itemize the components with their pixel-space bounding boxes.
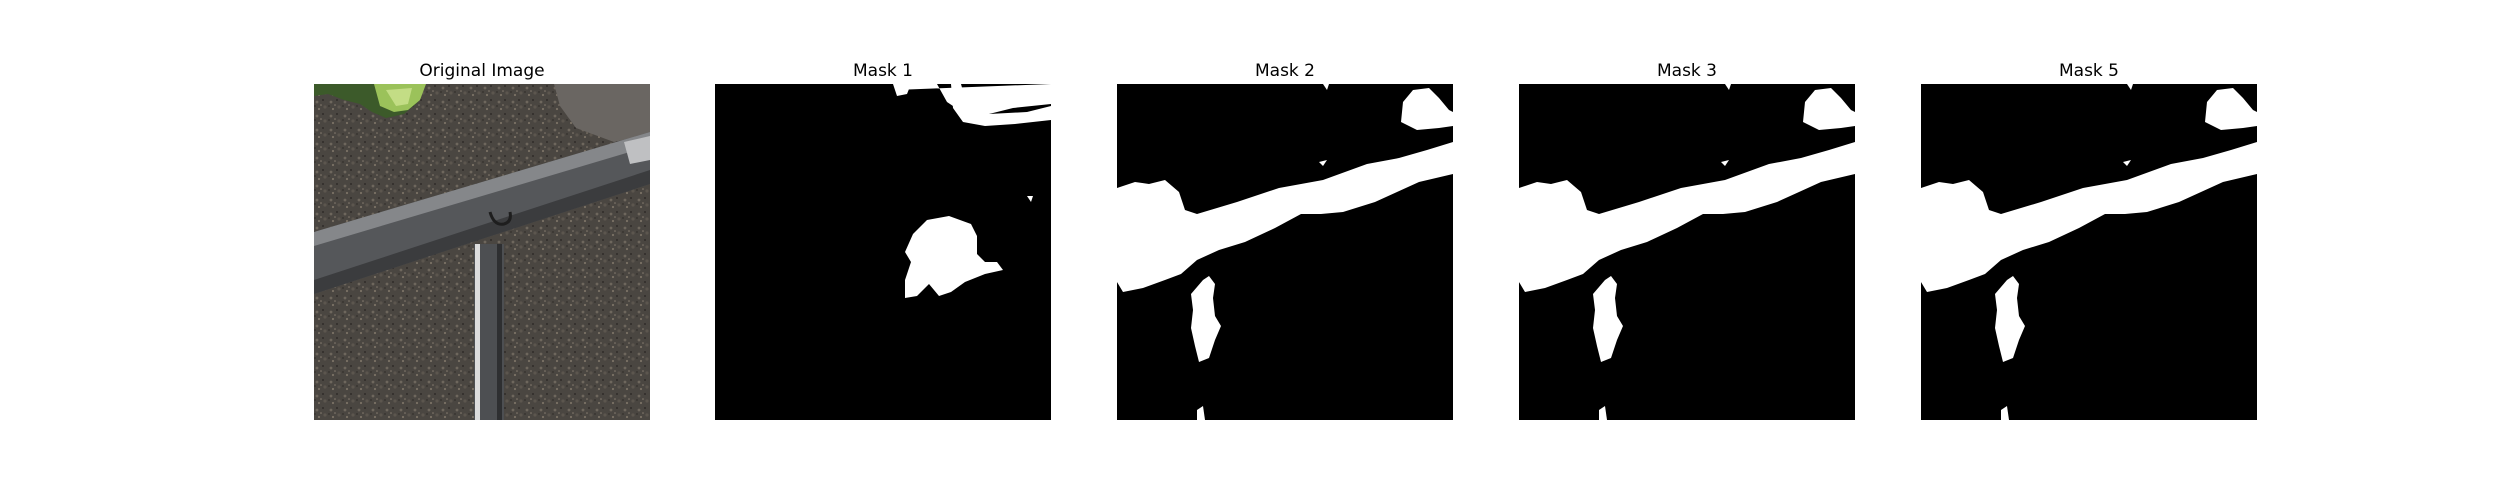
- mask-image: [715, 84, 1051, 420]
- mask-image: [1117, 84, 1453, 420]
- panel-title: Mask 3: [1656, 61, 1717, 81]
- original-image: [314, 84, 650, 420]
- figure-panel-mask-5: Mask 5: [1921, 58, 2257, 420]
- panel-title: Mask 1: [852, 61, 913, 81]
- mask-image: [1519, 84, 1855, 420]
- figure-panel-mask-1: Mask 1: [715, 58, 1051, 420]
- figure-panel-mask-3: Mask 3: [1519, 58, 1855, 420]
- panel-title: Original Image: [419, 61, 545, 81]
- figure-panel-original: Original Image: [314, 58, 650, 420]
- panel-title: Mask 2: [1254, 61, 1315, 81]
- figure-panel-mask-2: Mask 2: [1117, 58, 1453, 420]
- panel-title: Mask 5: [2058, 61, 2119, 81]
- mask-image: [1921, 84, 2257, 420]
